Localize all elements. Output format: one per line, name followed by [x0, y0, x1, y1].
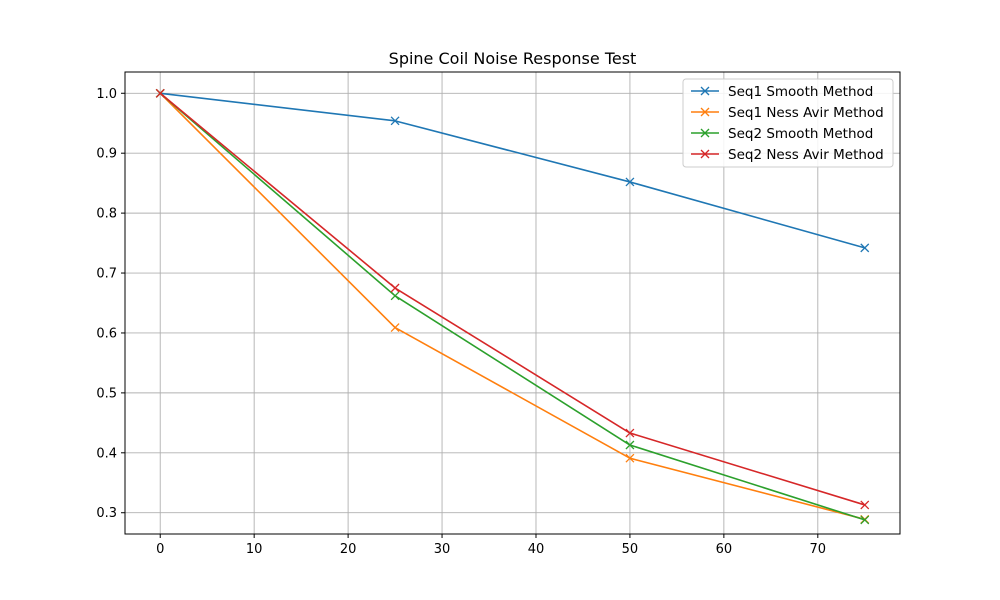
- marker-stroke: [390, 291, 400, 301]
- y-tick-label: 0.4: [96, 446, 117, 461]
- series-line: [159, 92, 865, 521]
- x-tick-label: 20: [340, 542, 357, 557]
- y-tick-label: 0.8: [96, 207, 117, 222]
- axes: 0 10 20 30 40 50 60 70 0.3 0.4 0.5 0.6 0.7 0.8 0.9 1.0: [96, 71, 901, 557]
- series-line: [160, 92, 865, 249]
- legend-swatch-marker: [700, 86, 710, 96]
- legend-label: Seq1 Smooth Method: [728, 84, 873, 100]
- legend-item: Seq1 Ness Avir Method: [691, 105, 884, 121]
- legend-label: Seq1 Ness Avir Method: [728, 105, 884, 121]
- marker-stroke: [700, 107, 710, 117]
- legend-item: Seq2 Smooth Method: [691, 126, 873, 142]
- x-tick-label: 50: [622, 542, 639, 557]
- marker-stroke: [860, 243, 870, 253]
- y-tick-label: 0.3: [96, 506, 117, 521]
- data-point: [390, 291, 400, 301]
- marker-stroke: [390, 283, 400, 293]
- data-point: [860, 243, 870, 253]
- y-tick-label: 0.5: [96, 386, 117, 401]
- data-point: [860, 515, 870, 525]
- legend-label: Seq2 Ness Avir Method: [728, 147, 884, 163]
- legend-label: Seq2 Smooth Method: [728, 126, 873, 142]
- marker-stroke: [390, 323, 400, 333]
- marker-stroke: [625, 453, 635, 463]
- data-point: [155, 88, 165, 98]
- series-line: [159, 92, 866, 521]
- x-tick-label: 0: [156, 542, 164, 557]
- marker-stroke: [860, 500, 870, 510]
- x-tick-label: 10: [246, 542, 263, 557]
- legend-item: Seq1 Smooth Method: [691, 84, 873, 100]
- marker-stroke: [860, 515, 870, 525]
- marker-stroke: [625, 177, 635, 187]
- y-tick-label: 1.0: [96, 87, 117, 102]
- x-tick-label: 70: [810, 542, 827, 557]
- legend-box: [682, 78, 894, 168]
- x-tick-label: 60: [716, 542, 733, 557]
- legend: Seq1 Smooth Method Seq1 Ness Avir Method S…: [682, 78, 894, 168]
- legend-swatch-marker: [700, 128, 710, 138]
- marker-stroke: [700, 86, 710, 96]
- legend-swatch-marker: [700, 149, 710, 159]
- chart-title: Spine Coil Noise Response Test: [389, 49, 637, 68]
- data-point: [625, 177, 635, 187]
- data-point: [390, 283, 400, 293]
- y-tick-label: 0.9: [96, 147, 117, 162]
- marker-stroke: [390, 116, 400, 126]
- legend-item: Seq2 Ness Avir Method: [691, 147, 884, 163]
- y-tick-label: 0.6: [96, 326, 117, 341]
- marker-stroke: [700, 149, 710, 159]
- series-group: [155, 88, 870, 525]
- data-point: [625, 440, 635, 450]
- data-point: [390, 116, 400, 126]
- series-4: [155, 88, 870, 510]
- data-point: [860, 500, 870, 510]
- series-line: [159, 92, 866, 506]
- series-3: [155, 88, 870, 525]
- data-point: [625, 428, 635, 438]
- data-point: [625, 453, 635, 463]
- marker-stroke: [155, 88, 165, 98]
- marker-stroke: [700, 128, 710, 138]
- y-tick-label: 0.7: [96, 267, 117, 282]
- plot-frame: [124, 71, 901, 535]
- x-tick-label: 40: [528, 542, 545, 557]
- marker-stroke: [625, 440, 635, 450]
- x-tick-label: 30: [434, 542, 451, 557]
- legend-swatch-marker: [700, 107, 710, 117]
- marker-stroke: [625, 428, 635, 438]
- data-point: [390, 323, 400, 333]
